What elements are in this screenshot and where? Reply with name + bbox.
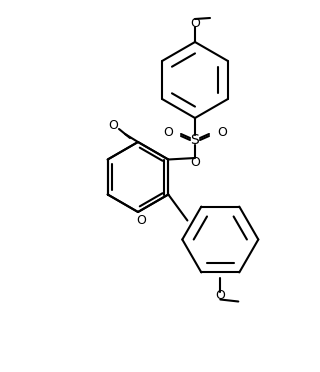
Text: O: O xyxy=(190,16,200,29)
Text: O: O xyxy=(190,155,200,169)
Text: O: O xyxy=(163,125,173,138)
Text: O: O xyxy=(108,119,118,131)
Text: O: O xyxy=(215,289,225,302)
Text: O: O xyxy=(217,125,227,138)
Text: O: O xyxy=(136,214,146,227)
Text: S: S xyxy=(191,133,199,147)
